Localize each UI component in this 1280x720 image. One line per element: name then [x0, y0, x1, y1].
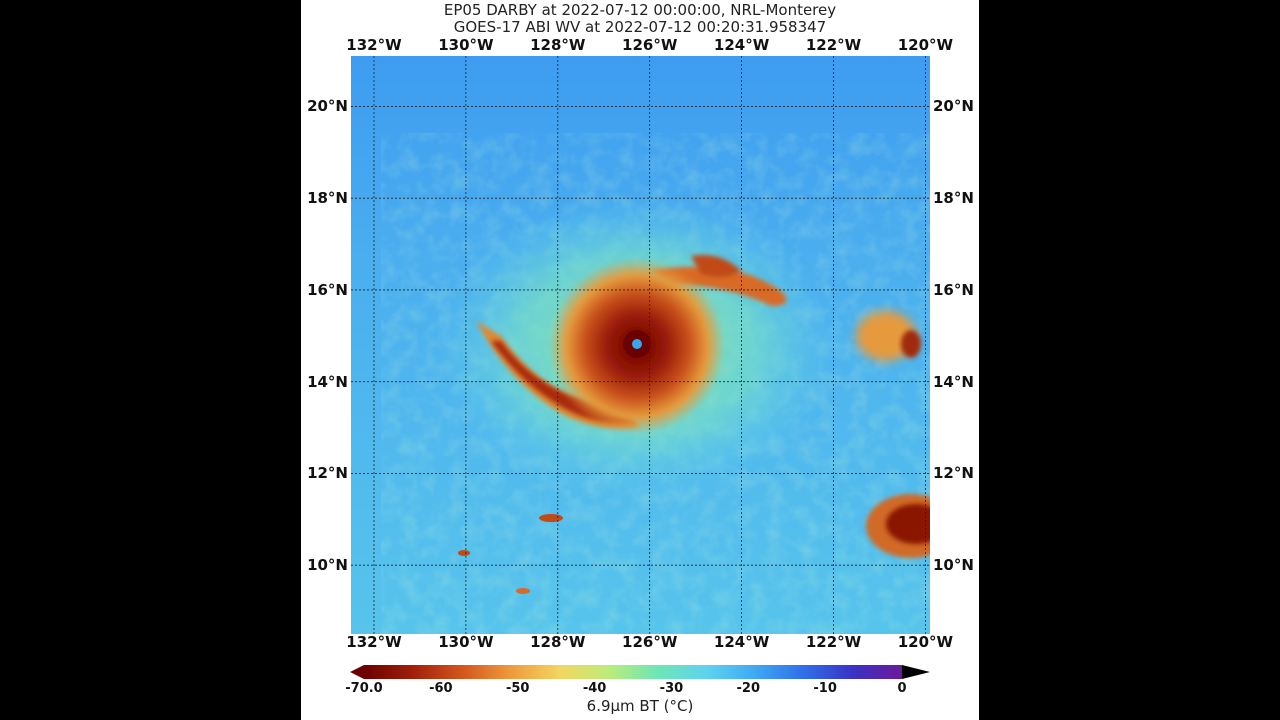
- longitude-label-top: 122°W: [805, 36, 862, 54]
- colorbar-tick-label: -30: [659, 681, 684, 696]
- colorbar-tick-label: -40: [582, 681, 607, 696]
- latitude-label-left: 16°N: [307, 280, 348, 299]
- colorbar-body: [364, 665, 902, 679]
- colorbar-tick-label: -20: [736, 681, 761, 696]
- longitude-label-bottom: 130°W: [438, 633, 494, 651]
- longitude-label-top: 120°W: [897, 36, 954, 54]
- colorbar-tick-label: -50: [505, 681, 530, 696]
- colorbar-tick-label: 0: [897, 681, 907, 696]
- longitude-label-top: 130°W: [438, 36, 494, 54]
- colorbar-max-extend: [902, 665, 930, 679]
- storm-eye: [632, 339, 642, 349]
- small-cloud-cell: [516, 588, 530, 594]
- longitude-label-bottom: 126°W: [622, 633, 678, 651]
- latitude-label-left: 10°N: [307, 556, 348, 575]
- longitude-label-bottom: 124°W: [713, 633, 770, 651]
- latitude-label-left: 12°N: [307, 464, 348, 483]
- longitude-label-bottom: 120°W: [897, 633, 954, 651]
- east-cloud-cluster-core: [901, 330, 921, 358]
- longitude-label-top: 124°W: [713, 36, 770, 54]
- colorbar-tick-label: -60: [429, 681, 453, 696]
- colorbar-title: 6.9μm BT (°C): [586, 697, 694, 715]
- colorbar-tick-label: -10: [813, 681, 837, 696]
- latitude-label-right: 10°N: [933, 556, 974, 575]
- latitude-label-left: 14°N: [307, 372, 348, 391]
- colorbar-min-extend: [350, 665, 364, 679]
- small-cloud-cell: [539, 514, 563, 522]
- longitude-label-bottom: 122°W: [805, 633, 862, 651]
- longitude-label-top: 128°W: [530, 36, 586, 54]
- colorbar-tick-label: -70.0: [345, 681, 383, 696]
- spiral-band-west-inner: [491, 341, 636, 423]
- title-line-1: EP05 DARBY at 2022-07-12 00:00:00, NRL-M…: [443, 1, 837, 19]
- latitude-label-right: 14°N: [933, 372, 974, 391]
- east-cloud-cluster: [856, 311, 916, 361]
- graticule: [351, 56, 930, 634]
- latitude-label-right: 12°N: [933, 464, 974, 483]
- longitude-label-top: 126°W: [622, 36, 678, 54]
- southeast-cloud-mass-core: [886, 504, 930, 544]
- latitude-label-right: 20°N: [933, 97, 974, 116]
- small-cloud-cell: [458, 550, 470, 556]
- longitude-label-bottom: 128°W: [530, 633, 586, 651]
- latitude-label-left: 18°N: [307, 189, 348, 208]
- longitude-label-bottom: 132°W: [346, 633, 402, 651]
- latitude-label-right: 16°N: [933, 280, 974, 299]
- latitude-label-right: 18°N: [933, 189, 974, 208]
- title-line-2: GOES-17 ABI WV at 2022-07-12 00:20:31.95…: [453, 18, 827, 36]
- spiral-band-northeast: [691, 255, 741, 277]
- colorbar: [350, 665, 930, 679]
- latitude-label-left: 20°N: [307, 97, 348, 116]
- longitude-label-top: 132°W: [346, 36, 402, 54]
- satellite-map: [351, 56, 930, 634]
- figure-panel: EP05 DARBY at 2022-07-12 00:00:00, NRL-M…: [301, 0, 979, 720]
